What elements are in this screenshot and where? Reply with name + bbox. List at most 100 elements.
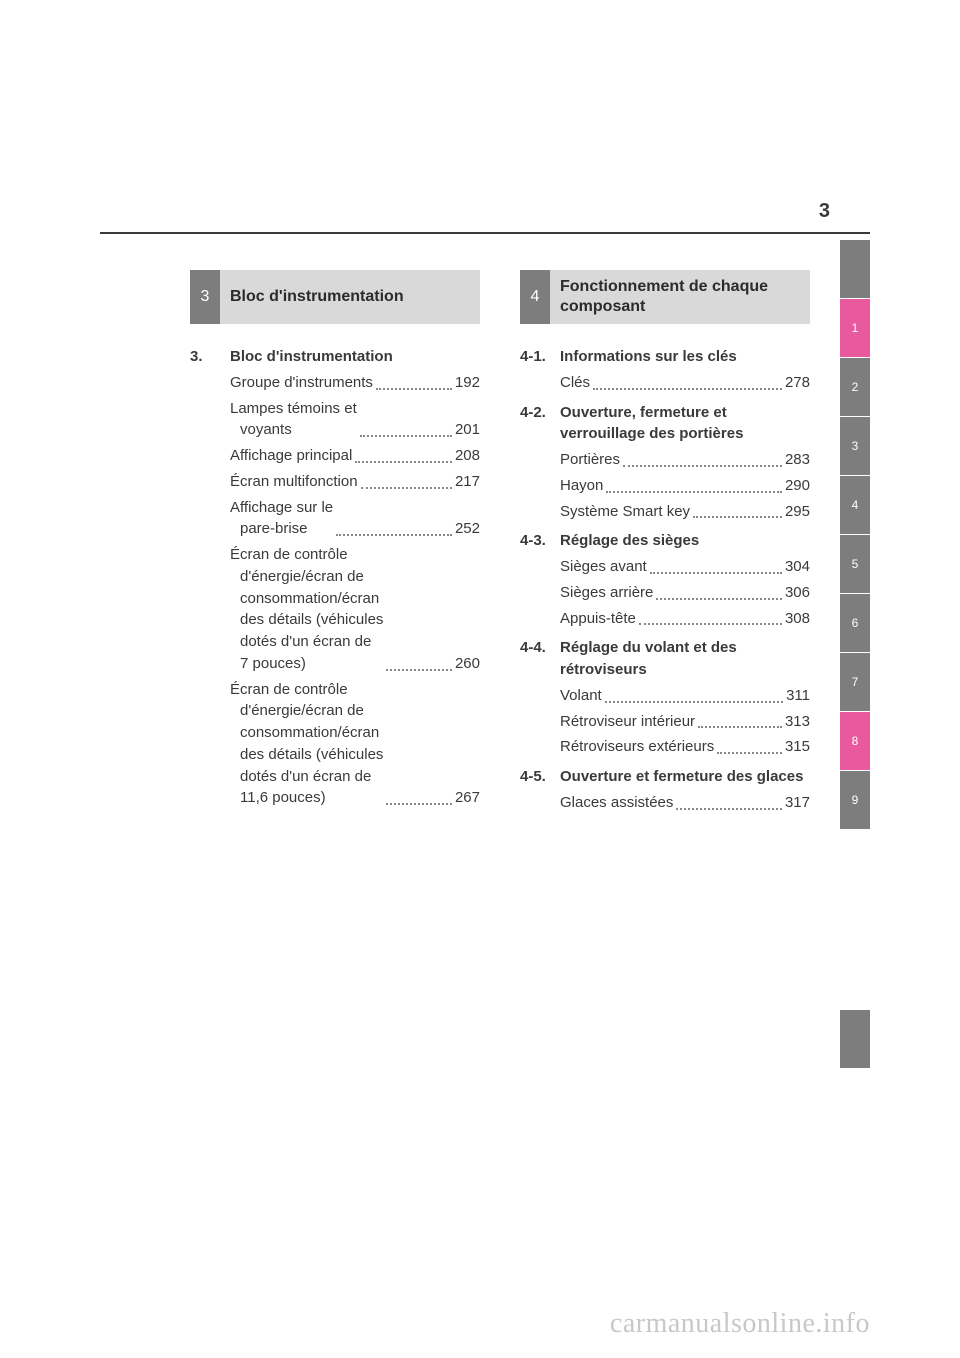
toc-section: 4-2.Ouverture, fermeture et verrouillage… <box>520 402 810 527</box>
toc-entry-page: 290 <box>785 475 810 497</box>
toc-entry[interactable]: Volant311 <box>560 685 810 707</box>
section-title: Réglage des sièges <box>560 530 810 552</box>
toc-entry-line: Affichage sur le <box>230 499 333 516</box>
toc-leader <box>606 491 782 493</box>
sidebar-tab-9[interactable]: 9 <box>840 771 870 829</box>
toc-entry-page: 283 <box>785 449 810 471</box>
chapter-number: 4 <box>520 270 550 324</box>
toc-entry-line: 7 pouces) <box>230 653 383 675</box>
toc-entry-text: Appuis-tête <box>560 608 636 630</box>
toc-entry-line: consommation/écran <box>230 588 383 610</box>
toc-entry-line: voyants <box>230 419 357 441</box>
sidebar-tab-4[interactable]: 4 <box>840 476 870 534</box>
toc-entry[interactable]: Sièges avant304 <box>560 556 810 578</box>
toc-entry-page: 267 <box>455 787 480 809</box>
sidebar-tab-blank <box>840 240 870 298</box>
section-title: Réglage du volant et des rétroviseurs <box>560 637 810 681</box>
toc-entry[interactable]: Écran multifonction 217 <box>230 471 480 493</box>
toc-leader <box>386 803 452 805</box>
toc-leader <box>360 435 452 437</box>
toc-section: 4-5.Ouverture et fermeture des glacesGla… <box>520 766 810 818</box>
toc-leader <box>623 465 782 467</box>
toc-entry-text: Clés <box>560 372 590 394</box>
toc-entry[interactable]: Écran de contrôled'énergie/écran deconso… <box>230 544 480 675</box>
toc-entry-line: Affichage principal <box>230 447 352 464</box>
toc-entry-line: Écran de contrôle <box>230 546 348 563</box>
toc-entry[interactable]: Hayon 290 <box>560 475 810 497</box>
toc-entry-page: 308 <box>785 608 810 630</box>
toc-entry-text: Écran de contrôled'énergie/écran deconso… <box>230 544 383 675</box>
sidebar-tab-7[interactable]: 7 <box>840 653 870 711</box>
sidebar-tab-1[interactable]: 1 <box>840 299 870 357</box>
toc-entry-page: 306 <box>785 582 810 604</box>
toc-leader <box>693 516 782 518</box>
toc-entry-text: Portières <box>560 449 620 471</box>
toc-entry[interactable]: Affichage sur lepare-brise252 <box>230 497 480 541</box>
toc-entry-line: Clés <box>560 374 590 391</box>
toc-entry-line: Sièges arrière <box>560 584 653 601</box>
section-body: Informations sur les clés Clés278 <box>560 346 810 398</box>
toc-entry[interactable]: Lampes témoins et voyants 201 <box>230 398 480 442</box>
sidebar-tab-6[interactable]: 6 <box>840 594 870 652</box>
toc-entry-line: dotés d'un écran de <box>230 766 383 788</box>
chapter-title: Fonctionnement de chaque composant <box>550 270 810 324</box>
toc-entry-line: des détails (véhicules <box>230 744 383 766</box>
section-body: Réglage des siègesSièges avant304Sièges … <box>560 530 810 633</box>
toc-entry-line: Volant <box>560 687 602 704</box>
blank-sidebar-tab <box>840 1010 870 1068</box>
toc-entry-text: Groupe d'instruments <box>230 372 373 394</box>
toc-entry[interactable]: Portières 283 <box>560 449 810 471</box>
toc-entry-text: Rétroviseurs extérieurs <box>560 736 714 758</box>
toc-entry[interactable]: Groupe d'instruments 192 <box>230 372 480 394</box>
toc-leader <box>639 623 782 625</box>
section-title: Ouverture et fermeture des glaces <box>560 766 810 788</box>
toc-entry-page: 208 <box>455 445 480 467</box>
toc-entry-text: Glaces assistées <box>560 792 673 814</box>
sidebar-tab-3[interactable]: 3 <box>840 417 870 475</box>
toc-entry-line: consommation/écran <box>230 722 383 744</box>
toc-entry-page: 313 <box>785 711 810 733</box>
toc-entry-line: Rétroviseurs extérieurs <box>560 738 714 755</box>
toc-section: 4-1.Informations sur les clésClés278 <box>520 346 810 398</box>
toc-entry-text: Sièges arrière <box>560 582 653 604</box>
toc-entry-text: Hayon <box>560 475 603 497</box>
toc-entry-page: 217 <box>455 471 480 493</box>
chapter-sidebar: 123456789 <box>840 240 870 830</box>
toc-entry-page: 201 <box>455 419 480 441</box>
chapter-title: Bloc d'instrumentation <box>220 270 480 324</box>
toc-entry-text: Lampes témoins et voyants <box>230 398 357 442</box>
toc-entry[interactable]: Glaces assistées 317 <box>560 792 810 814</box>
toc-entry-text: Volant <box>560 685 602 707</box>
sidebar-tab-8[interactable]: 8 <box>840 712 870 770</box>
toc-entry[interactable]: Rétroviseur intérieur313 <box>560 711 810 733</box>
toc-leader <box>656 598 782 600</box>
sidebar-tab-5[interactable]: 5 <box>840 535 870 593</box>
section-title: Informations sur les clés <box>560 346 810 368</box>
toc-entry-page: 192 <box>455 372 480 394</box>
section-title: Bloc d'instrumentation <box>230 346 480 368</box>
chapter-heading: 4Fonctionnement de chaque composant <box>520 270 810 324</box>
toc-leader <box>605 701 783 703</box>
toc-content: 3Bloc d'instrumentation3.Bloc d'instrume… <box>190 270 810 822</box>
toc-entry-line: Lampes témoins et <box>230 400 357 417</box>
toc-entry-page: 295 <box>785 501 810 523</box>
toc-leader <box>336 534 452 536</box>
toc-entry[interactable]: Rétroviseurs extérieurs315 <box>560 736 810 758</box>
toc-entry-text: Système Smart key <box>560 501 690 523</box>
toc-leader <box>593 388 782 390</box>
toc-entry[interactable]: Clés278 <box>560 372 810 394</box>
toc-entry-line: Sièges avant <box>560 558 647 575</box>
toc-section: 4-3.Réglage des siègesSièges avant304Siè… <box>520 530 810 633</box>
section-number: 4-4. <box>520 637 560 762</box>
toc-entry[interactable]: Sièges arrière 306 <box>560 582 810 604</box>
toc-entry[interactable]: Appuis-tête 308 <box>560 608 810 630</box>
toc-entry-line: Glaces assistées <box>560 794 673 811</box>
sidebar-tab-2[interactable]: 2 <box>840 358 870 416</box>
toc-entry[interactable]: Affichage principal 208 <box>230 445 480 467</box>
toc-entry-line: Écran multifonction <box>230 473 358 490</box>
toc-entry[interactable]: Écran de contrôled'énergie/écran deconso… <box>230 679 480 810</box>
toc-leader <box>650 572 782 574</box>
toc-entry-page: 317 <box>785 792 810 814</box>
section-title: Ouverture, fermeture et verrouillage des… <box>560 402 810 446</box>
toc-entry[interactable]: Système Smart key 295 <box>560 501 810 523</box>
